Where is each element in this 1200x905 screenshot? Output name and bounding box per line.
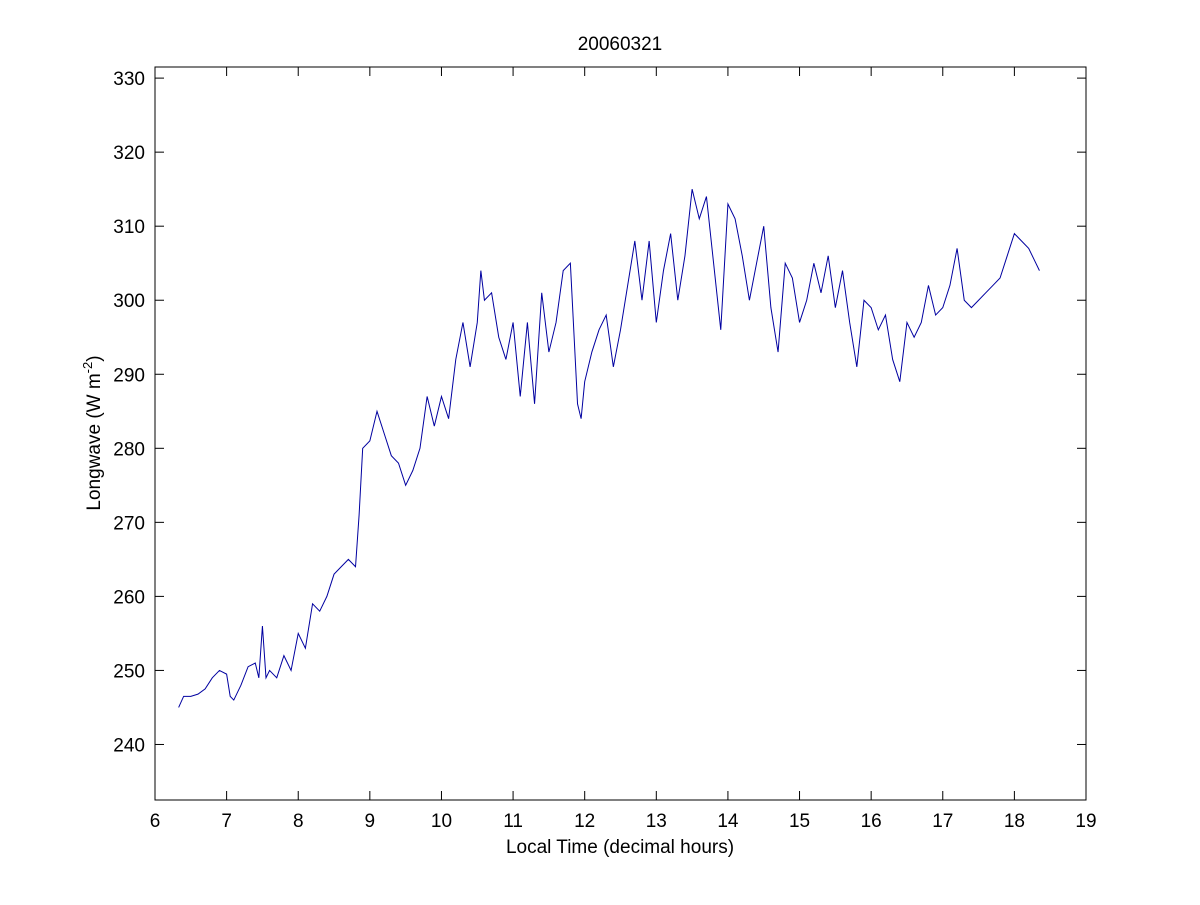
y-tick-label: 300 [113, 291, 145, 312]
y-label-sup: -2 [80, 362, 95, 374]
x-tick-label: 11 [503, 811, 523, 832]
y-tick-label: 260 [113, 587, 145, 608]
x-axis-label: Local Time (decimal hours) [506, 837, 734, 858]
x-tick-label: 19 [1075, 811, 1096, 832]
x-tick-label: 16 [861, 811, 882, 832]
x-tick-label: 14 [717, 811, 739, 832]
y-tick-label: 320 [113, 143, 145, 164]
x-tick-label: 13 [646, 811, 667, 832]
plot-frame [154, 66, 1087, 801]
y-label-suffix: ) [84, 355, 105, 361]
data-line [178, 189, 1040, 708]
y-label-text: Longwave (W m [84, 373, 105, 510]
x-tick-label: 18 [1004, 811, 1025, 832]
x-tick-label: 9 [365, 811, 376, 832]
x-tick-label: 17 [932, 811, 953, 832]
y-tick-label: 240 [113, 735, 145, 756]
x-tick-label: 15 [789, 811, 810, 832]
y-tick-label: 250 [113, 661, 145, 682]
y-tick-label: 280 [113, 439, 145, 460]
y-tick-label: 310 [113, 217, 145, 238]
x-tick-label: 7 [221, 811, 232, 832]
y-tick-label: 270 [113, 513, 145, 534]
x-tick-label: 10 [431, 811, 452, 832]
x-tick-label: 6 [150, 811, 161, 832]
y-axis-label: Longwave (W m-2) [80, 355, 105, 510]
chart-title: 20060321 [578, 34, 663, 55]
y-tick-label: 330 [113, 69, 145, 90]
y-tick-label: 290 [113, 365, 145, 386]
x-tick-label: 8 [293, 811, 304, 832]
x-tick-label: 12 [574, 811, 595, 832]
